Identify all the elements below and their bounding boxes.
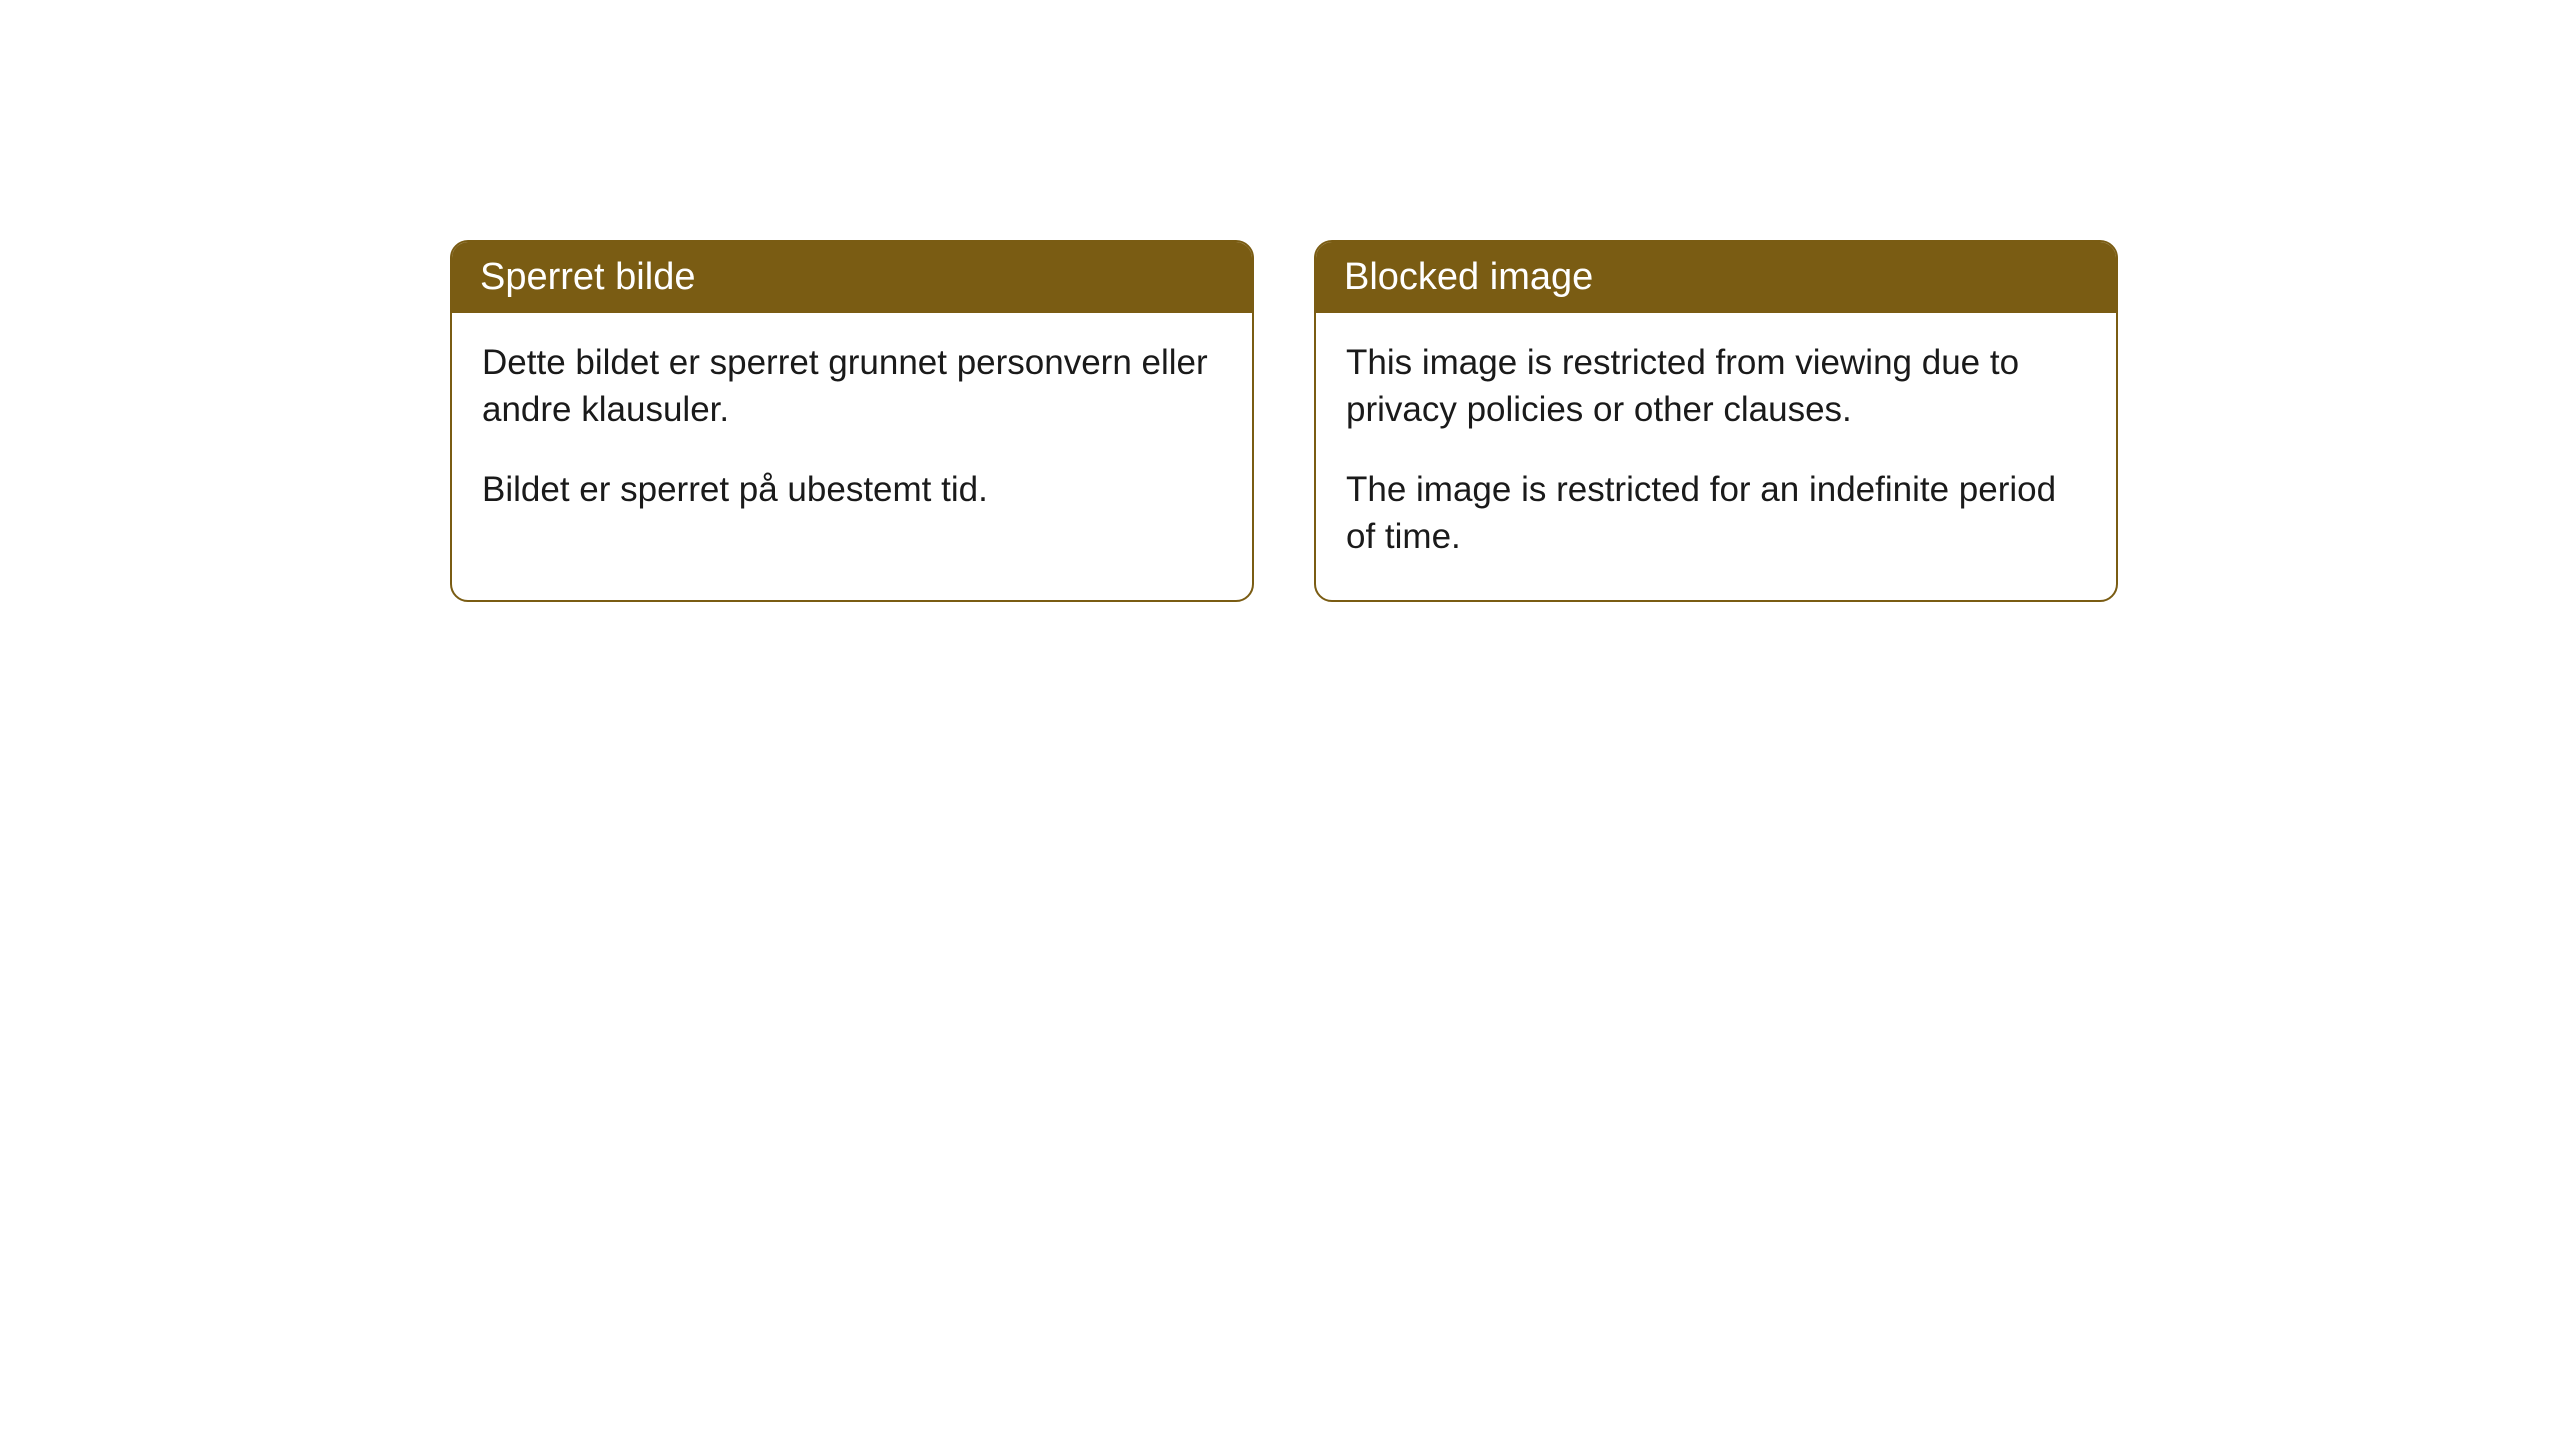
card-body-english: This image is restricted from viewing du… — [1316, 313, 2116, 600]
card-paragraph: The image is restricted for an indefinit… — [1346, 466, 2086, 561]
card-paragraph: Bildet er sperret på ubestemt tid. — [482, 466, 1222, 513]
notice-card-english: Blocked image This image is restricted f… — [1314, 240, 2118, 602]
card-paragraph: Dette bildet er sperret grunnet personve… — [482, 339, 1222, 434]
card-header-english: Blocked image — [1316, 242, 2116, 313]
card-body-norwegian: Dette bildet er sperret grunnet personve… — [452, 313, 1252, 553]
card-paragraph: This image is restricted from viewing du… — [1346, 339, 2086, 434]
card-header-norwegian: Sperret bilde — [452, 242, 1252, 313]
notice-cards-container: Sperret bilde Dette bildet er sperret gr… — [450, 240, 2118, 602]
notice-card-norwegian: Sperret bilde Dette bildet er sperret gr… — [450, 240, 1254, 602]
